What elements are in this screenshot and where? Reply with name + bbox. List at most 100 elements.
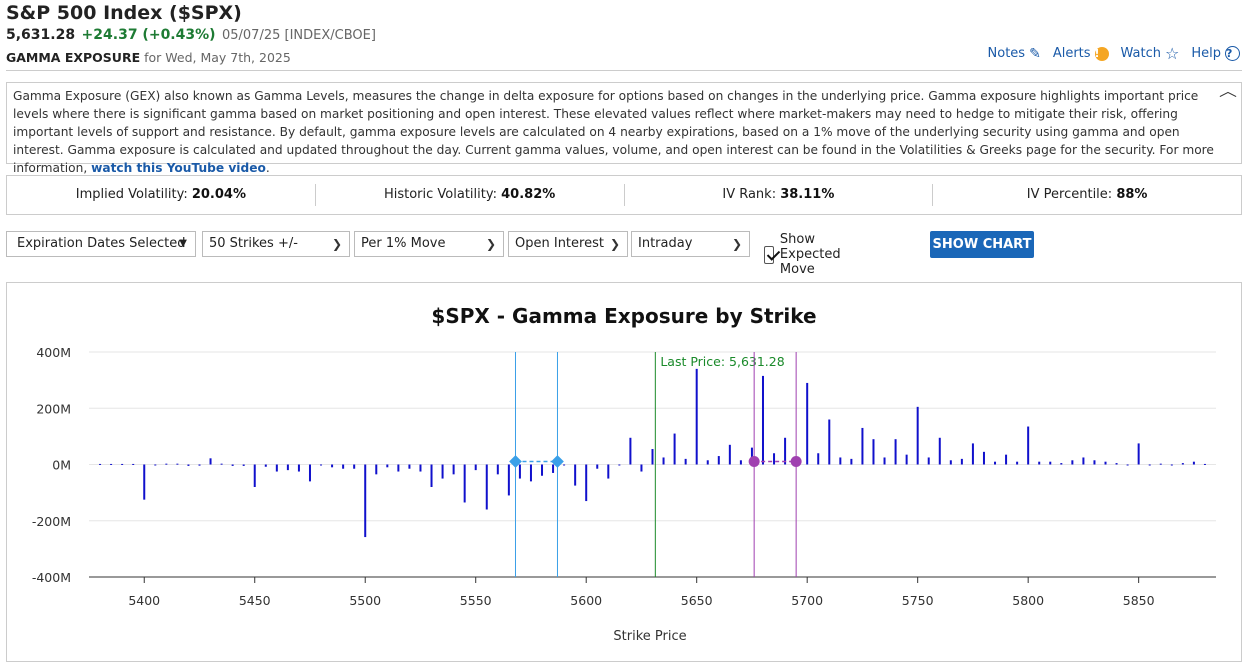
gamma-bar (198, 464, 201, 466)
alerts-link[interactable]: Alerts! (1053, 46, 1109, 61)
gamma-bar (496, 464, 499, 475)
gamma-bar (839, 457, 842, 465)
gamma-bar (176, 463, 179, 465)
gamma-bar (375, 464, 378, 475)
timeframe-select[interactable]: Intraday ❯ (631, 231, 750, 257)
chevron-down-icon: ❯ (485, 237, 496, 251)
gamma-bar (662, 457, 665, 465)
gamma-bar (331, 464, 334, 468)
gamma-bar (861, 427, 864, 465)
gamma-bar (154, 464, 157, 466)
gamma-bar (364, 464, 367, 538)
gamma-bar (463, 464, 466, 503)
help-link[interactable]: Help? (1191, 46, 1240, 61)
stat-iv-rank: IV Rank: 38.11% (625, 184, 934, 206)
gamma-bar (297, 464, 300, 472)
expected-move-high-marker (790, 456, 802, 467)
gamma-bar (640, 464, 643, 472)
gamma-bar (552, 464, 555, 473)
gamma-bar (1104, 461, 1107, 465)
stat-value: 88% (1116, 187, 1148, 202)
strikes-value: 50 Strikes +/- (209, 236, 298, 251)
gamma-bar (1038, 461, 1041, 465)
gamma-bar (121, 463, 124, 465)
gamma-bar (286, 464, 289, 471)
show-chart-button[interactable]: SHOW CHART (930, 231, 1034, 258)
help-label: Help (1191, 46, 1221, 61)
top-links: Notes ✎ Alerts! Watch ☆ Help? (988, 45, 1240, 61)
last-price-label: Last Price: 5,631.28 (660, 354, 784, 369)
x-tick-label: 5850 (1123, 593, 1155, 608)
gamma-bar (585, 464, 588, 502)
expected-move-checkbox[interactable] (764, 245, 774, 264)
gamma-bar (1093, 460, 1096, 465)
volatility-stats: Implied Volatility: 20.04% Historic Vola… (6, 175, 1242, 215)
stat-implied-volatility: Implied Volatility: 20.04% (7, 184, 316, 206)
gamma-bar (607, 464, 610, 479)
gamma-bar (342, 464, 345, 469)
gamma-bar (773, 453, 776, 465)
section-label: GAMMA EXPOSURE (6, 50, 141, 65)
description-text: Gamma Exposure (GEX) also known as Gamma… (13, 89, 1214, 175)
gamma-bar (1082, 457, 1085, 465)
gamma-bar (541, 464, 544, 476)
x-tick-label: 5500 (349, 593, 381, 608)
caret-down-icon: ▼ (179, 238, 187, 249)
y-tick-label: -200M (32, 514, 71, 529)
x-tick-label: 5450 (239, 593, 271, 608)
notes-link[interactable]: Notes ✎ (988, 46, 1041, 61)
gamma-bar (110, 463, 113, 465)
gamma-bar (408, 464, 411, 469)
strikes-select[interactable]: 50 Strikes +/- ❯ (202, 231, 350, 257)
gamma-bar (220, 463, 223, 465)
expiration-dates-dropdown[interactable]: Expiration Dates Selected ▼ (6, 231, 196, 257)
gamma-chart-panel: $SPX - Gamma Exposure by Strike 400M 200M… (6, 282, 1242, 662)
gamma-bar (441, 464, 444, 479)
chevron-up-icon[interactable]: ︿ (1219, 83, 1237, 100)
stat-value: 38.11% (780, 187, 835, 202)
gamma-bar (264, 464, 267, 467)
gamma-bar (828, 419, 831, 465)
gamma-bar (596, 464, 599, 469)
gamma-bar (430, 464, 433, 487)
gamma-bar (618, 464, 621, 466)
gamma-bar (717, 456, 720, 465)
gamma-bar (242, 464, 245, 466)
youtube-link[interactable]: watch this YouTube video (91, 161, 266, 175)
gamma-bar (817, 453, 820, 465)
alert-icon: ! (1094, 46, 1109, 61)
gamma-bar (1005, 454, 1008, 465)
description-tail: . (265, 161, 270, 175)
gamma-bar (1027, 426, 1030, 465)
gamma-bar (739, 460, 742, 465)
x-tick-label: 5550 (460, 593, 492, 608)
chevron-down-icon: ❯ (731, 237, 742, 251)
gamma-bar (275, 464, 278, 472)
edit-icon: ✎ (1029, 45, 1041, 62)
help-icon: ? (1225, 46, 1240, 61)
watch-label: Watch (1120, 46, 1162, 61)
metric-select[interactable]: Open Interest ❯ (508, 231, 628, 257)
gamma-bar (905, 454, 908, 465)
y-tick-label: -400M (32, 570, 71, 585)
x-tick-label: 5600 (570, 593, 602, 608)
move-select[interactable]: Per 1% Move ❯ (354, 231, 504, 257)
gamma-bar (507, 464, 510, 496)
gamma-bar (982, 451, 985, 465)
watch-link[interactable]: Watch ☆ (1120, 45, 1180, 61)
gamma-bar (1137, 443, 1140, 465)
gamma-bar (806, 382, 809, 465)
x-tick-label: 5650 (681, 593, 713, 608)
expected-move-toggle[interactable]: Show Expected Move (764, 232, 849, 277)
section-heading: GAMMA EXPOSURE for Wed, May 7th, 2025 (6, 50, 291, 65)
gamma-bar (784, 437, 787, 465)
gamma-bar (695, 368, 698, 465)
stat-label: IV Rank: (722, 187, 781, 202)
gamma-bar (1192, 461, 1195, 465)
gamma-bar (994, 461, 997, 465)
stat-value: 20.04% (191, 187, 246, 202)
expiration-label: Expiration Dates Selected (17, 236, 186, 251)
gamma-bar (563, 464, 566, 466)
expected-move-low-marker (509, 455, 522, 468)
gamma-bar (518, 464, 521, 479)
